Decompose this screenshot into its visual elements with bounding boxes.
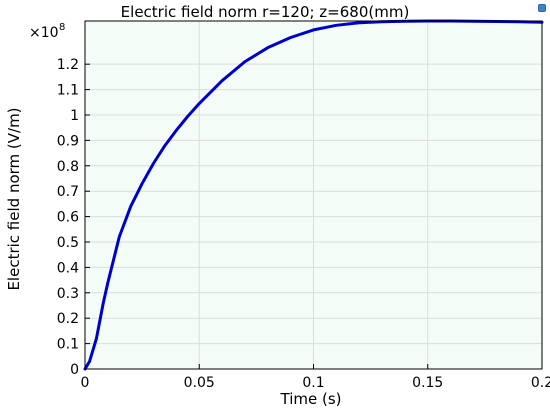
chart-title: Electric field norm r=120; z=680(mm) (121, 3, 410, 21)
y-tick-label: 0.2 (57, 311, 79, 327)
y-multiplier-base: ×10 (29, 25, 59, 41)
x-tick-label: 0.15 (412, 375, 443, 391)
y-tick-label: 0.9 (57, 133, 79, 149)
y-tick-label: 0.5 (57, 235, 79, 251)
y-tick-label: 0 (70, 362, 79, 378)
x-tick-label: 0 (81, 375, 90, 391)
y-tick-label: 0.1 (57, 337, 79, 353)
y-tick-label: 0.6 (57, 210, 79, 226)
x-tick-label: 0.05 (184, 375, 215, 391)
x-axis-title: Time (s) (280, 390, 342, 408)
y-axis-ticks: 0 0.1 0.2 0.3 0.4 0.5 0.6 0.7 0.8 0.9 1 1.1 1.2 (57, 57, 90, 378)
y-axis-title: Electric field norm (V/m) (5, 107, 23, 290)
y-tick-label: 1 (70, 108, 79, 124)
y-axis-multiplier: ×10 8 (29, 22, 65, 41)
x-axis-ticks: 0 0.05 0.1 0.15 0.2 (81, 364, 550, 391)
window-menu-icon[interactable] (538, 4, 546, 12)
y-tick-label: 0.8 (57, 159, 79, 175)
y-tick-label: 0.3 (57, 286, 79, 302)
y-tick-label: 0.7 (57, 184, 79, 200)
grid-lines (84, 21, 543, 370)
y-multiplier-exponent: 8 (59, 22, 65, 33)
y-tick-label: 1.1 (57, 83, 79, 99)
x-tick-label: 0.1 (302, 375, 324, 391)
y-tick-label: 1.2 (57, 57, 79, 73)
y-tick-label: 0.4 (57, 260, 79, 276)
x-tick-label: 0.2 (531, 375, 550, 391)
